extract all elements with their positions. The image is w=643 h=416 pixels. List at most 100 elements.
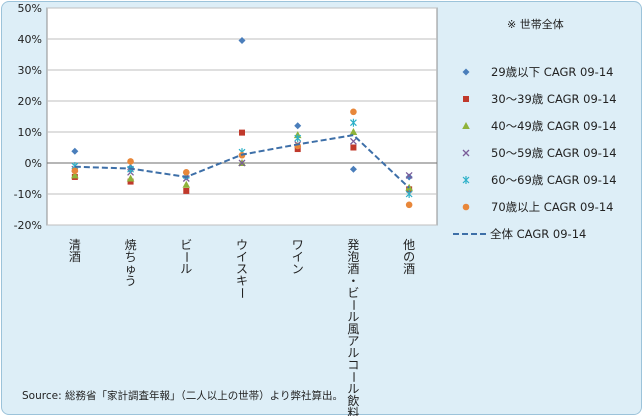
category-char: 飲 [347, 393, 359, 408]
category-char: ビ [347, 286, 359, 300]
legend-swatch [462, 176, 470, 184]
x-category-label: 清酒 [69, 238, 81, 264]
data-point [349, 137, 357, 145]
category-char: 泡 [347, 250, 359, 264]
category-char: ル [347, 310, 359, 324]
legend-swatch [462, 122, 470, 129]
category-char: 他 [403, 238, 415, 252]
category-char: 酒 [403, 262, 415, 276]
y-tick-label: 0% [25, 157, 42, 170]
category-char: コ [347, 358, 359, 372]
category-char: 料 [347, 406, 359, 416]
category-char: 風 [347, 322, 359, 336]
data-point [405, 201, 413, 209]
category-char: ル [347, 382, 359, 396]
legend-item: 30～39歳 CAGR 09-14 [463, 92, 617, 106]
category-char: の [403, 250, 415, 264]
y-tick-label: 10% [18, 126, 42, 139]
y-tick-label: -10% [14, 188, 42, 201]
legend-swatch [462, 68, 470, 76]
category-char: う [125, 274, 137, 288]
data-point [71, 171, 79, 179]
y-tick-label: 30% [18, 64, 42, 77]
category-char: 酒 [69, 250, 81, 264]
legend-swatch [462, 203, 470, 211]
series-line-total [74, 134, 410, 189]
category-char: ン [292, 262, 304, 276]
category-char: ー [346, 371, 360, 383]
data-point [126, 174, 135, 182]
category-char: ア [347, 334, 359, 348]
category-char: ・ [347, 274, 359, 288]
data-point [182, 169, 190, 176]
legend-swatch [463, 96, 469, 102]
data-point [239, 129, 245, 136]
source-note: Source: 総務省「家計調査年報」（二人以上の世帯）より弊社算出。 [22, 389, 343, 402]
legend: 29歳以下 CAGR 09-14 30～39歳 CAGR 09-14 40～49歳 … [453, 65, 617, 241]
data-point [405, 171, 413, 179]
data-point [294, 122, 302, 130]
data-point [71, 147, 79, 155]
data-point [71, 167, 79, 175]
y-tick-label: 40% [18, 33, 42, 46]
category-char: ウ [236, 238, 248, 252]
category-char: ゅ [125, 262, 137, 276]
category-char: 酒 [347, 262, 359, 276]
category-char: ビ [180, 238, 192, 252]
y-tick-label: 50% [18, 2, 42, 15]
data-point [127, 178, 134, 185]
category-char: ー [235, 287, 249, 299]
legend-item: 40～49歳 CAGR 09-14 [462, 119, 617, 133]
x-category-label: ワイン [292, 238, 304, 276]
category-char: イ [236, 250, 248, 264]
legend-note: ※ 世帯全体 [507, 17, 564, 31]
category-char: 焼 [125, 238, 137, 252]
legend-item: 60～69歳 CAGR 09-14 [462, 173, 617, 187]
y-axis-ticks: 50% 40% 30% 20% 10% 0% -10% -20% [14, 2, 42, 232]
y-tick-label: -20% [14, 219, 42, 232]
legend-item: 29歳以下 CAGR 09-14 [462, 65, 613, 79]
category-char: ち [125, 250, 137, 264]
category-char: 発 [347, 238, 359, 252]
legend-label: 50～59歳 CAGR 09-14 [491, 146, 617, 160]
data-point [350, 108, 357, 116]
legend-label: 60～69歳 CAGR 09-14 [491, 173, 617, 187]
data-point [350, 118, 357, 127]
data-point [405, 190, 413, 198]
category-char: ル [180, 262, 192, 276]
legend-swatch [462, 149, 470, 157]
x-category-label: 他の酒 [403, 238, 415, 276]
y-tick-label: 20% [18, 95, 42, 108]
category-char: ス [236, 262, 248, 276]
legend-label: 70歳以上 CAGR 09-14 [491, 200, 613, 214]
legend-item: 50～59歳 CAGR 09-14 [462, 146, 617, 160]
data-marks [71, 37, 413, 209]
data-point [238, 37, 246, 45]
plot-background [46, 7, 438, 226]
category-char: キ [236, 274, 248, 288]
data-point [405, 173, 413, 181]
data-point [238, 159, 246, 167]
data-point [182, 180, 191, 188]
legend-label: 29歳以下 CAGR 09-14 [491, 65, 613, 79]
x-category-label: ビール [179, 238, 193, 276]
category-char: 清 [69, 238, 81, 252]
data-point [294, 134, 302, 143]
data-point [127, 158, 134, 165]
category-char: ー [179, 251, 193, 263]
data-point [349, 128, 358, 135]
legend-label: 30～39歳 CAGR 09-14 [491, 92, 617, 106]
category-char: イ [292, 250, 304, 264]
legend-item: 70歳以上 CAGR 09-14 [462, 200, 613, 214]
category-char: ル [347, 346, 359, 360]
data-point [350, 144, 357, 151]
data-point [183, 187, 190, 194]
data-point [349, 165, 357, 173]
legend-label: 40～49歳 CAGR 09-14 [491, 119, 617, 133]
legend-item: 全体 CAGR 09-14 [453, 227, 586, 241]
